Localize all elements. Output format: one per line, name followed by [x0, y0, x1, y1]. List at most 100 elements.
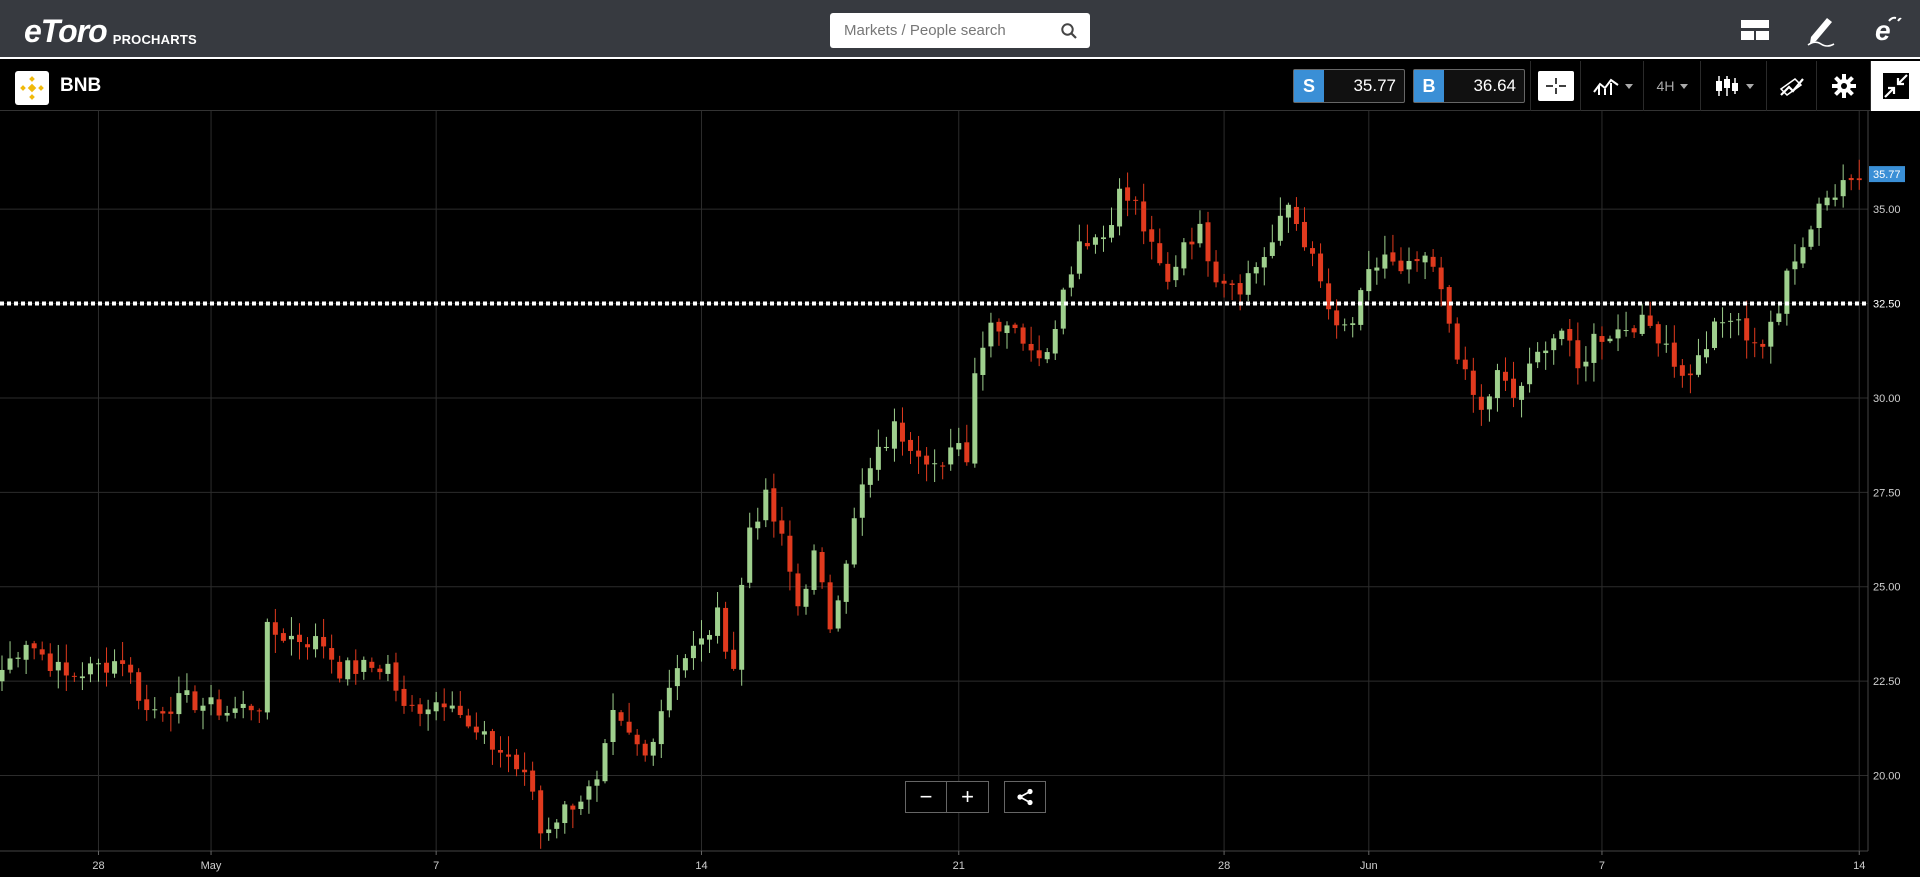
candle-body: [1687, 373, 1693, 376]
candle-body: [1591, 333, 1597, 363]
candle-body: [1076, 241, 1082, 274]
candle-body: [690, 645, 696, 659]
crosshair-tool[interactable]: [1530, 61, 1581, 111]
candle-body: [1092, 237, 1098, 245]
candle-body: [522, 769, 528, 773]
candle-body: [972, 373, 978, 464]
candle-body: [658, 711, 664, 745]
candle-body: [1615, 329, 1621, 339]
candle-body: [1414, 259, 1420, 262]
zoom-in-button[interactable]: +: [947, 781, 989, 813]
candle-body: [87, 663, 93, 675]
price-chart[interactable]: 35.0032.5030.0027.5025.0022.5020.0032.50…: [0, 111, 1920, 877]
candle-body: [23, 644, 29, 660]
candle-body: [514, 754, 520, 770]
candle-body: [1663, 343, 1669, 345]
buy-button[interactable]: B 36.64: [1413, 69, 1525, 103]
buy-label: B: [1414, 70, 1444, 102]
candle-body: [481, 731, 487, 735]
candle-body: [264, 621, 270, 713]
candle-body: [1350, 323, 1356, 325]
candle-body: [835, 600, 841, 629]
price-tick-label: 30.00: [1873, 393, 1901, 405]
share-button[interactable]: [1004, 781, 1046, 813]
candle-body: [1832, 197, 1838, 200]
candle-body: [1261, 257, 1267, 268]
candle-body: [1036, 350, 1042, 359]
candle-body: [1173, 266, 1179, 281]
candle-body: [1117, 188, 1123, 227]
buy-price: 36.64: [1473, 76, 1516, 95]
candle-body: [964, 442, 970, 463]
candle-body: [337, 661, 343, 679]
candle-body: [39, 649, 45, 655]
candle-body: [1149, 229, 1155, 242]
candle-body: [369, 661, 375, 668]
svg-text:e: e: [1875, 15, 1891, 45]
candle-body: [916, 450, 922, 457]
candle-body: [867, 468, 873, 485]
candle-body: [112, 661, 118, 674]
candle-body: [345, 660, 351, 680]
candle-body: [642, 743, 648, 756]
current-price-tag: [1869, 166, 1905, 183]
candle-body: [79, 676, 85, 679]
instrument-symbol: BNB: [60, 75, 102, 96]
candle-body: [321, 636, 327, 647]
candle-body: [1671, 342, 1677, 367]
candle-body: [1559, 330, 1565, 340]
zoom-out-button[interactable]: −: [905, 781, 947, 813]
candle-body: [666, 687, 672, 711]
bnb-coin-icon: [15, 71, 49, 105]
candle-body: [1768, 321, 1774, 347]
candle-body: [626, 721, 632, 733]
chevron-down-icon: [1624, 83, 1633, 89]
etoro-profile-icon[interactable]: e: [1854, 0, 1920, 59]
search-box[interactable]: [830, 13, 1090, 48]
candle-body: [1205, 222, 1211, 262]
collapse-button[interactable]: [1870, 61, 1920, 111]
settings-button[interactable]: [1816, 61, 1871, 111]
candle-body: [859, 484, 865, 518]
candle-body: [594, 779, 600, 786]
candle-body: [1334, 310, 1340, 326]
sell-button[interactable]: S 35.77: [1293, 69, 1405, 103]
candle-body: [361, 659, 367, 672]
layout-icon[interactable]: [1722, 0, 1788, 59]
candle-body: [15, 657, 21, 659]
candle-body: [1197, 223, 1203, 244]
candle-body: [883, 446, 889, 449]
search-input[interactable]: [842, 21, 1060, 40]
candle-body: [1535, 351, 1541, 363]
search-icon[interactable]: [1060, 22, 1078, 40]
candle-body: [200, 705, 206, 711]
candle-body: [144, 699, 150, 711]
candle-body: [1486, 396, 1492, 410]
candle-body: [1269, 242, 1275, 256]
time-tick-label: 21: [953, 860, 965, 872]
etoro-logo[interactable]: eToro PROCHARTS: [24, 11, 197, 47]
candle-body: [1430, 256, 1436, 267]
candle-body: [1527, 363, 1533, 385]
timeframe-dropdown[interactable]: 4H: [1643, 61, 1701, 111]
candle-body: [1784, 270, 1790, 314]
candle-body: [1599, 336, 1605, 342]
candle-body: [1084, 242, 1090, 247]
chart-type-dropdown[interactable]: [1700, 61, 1767, 111]
candle-body: [682, 658, 688, 671]
time-tick-label: 14: [1853, 860, 1865, 872]
candle-body: [731, 649, 737, 669]
indicators-icon: [1592, 78, 1619, 95]
pencil-icon[interactable]: [1788, 0, 1854, 59]
candle-body: [497, 749, 503, 753]
chevron-down-icon: [1746, 83, 1754, 89]
indicators-dropdown[interactable]: [1580, 61, 1644, 111]
candle-body: [891, 421, 897, 449]
candle-body: [457, 705, 463, 716]
candle-body: [120, 660, 126, 664]
drawing-tools-button[interactable]: [1766, 61, 1817, 111]
collapse-icon: [1883, 73, 1909, 99]
candle-body: [71, 675, 77, 677]
candle-body: [674, 668, 680, 687]
candle-body: [1374, 267, 1380, 271]
